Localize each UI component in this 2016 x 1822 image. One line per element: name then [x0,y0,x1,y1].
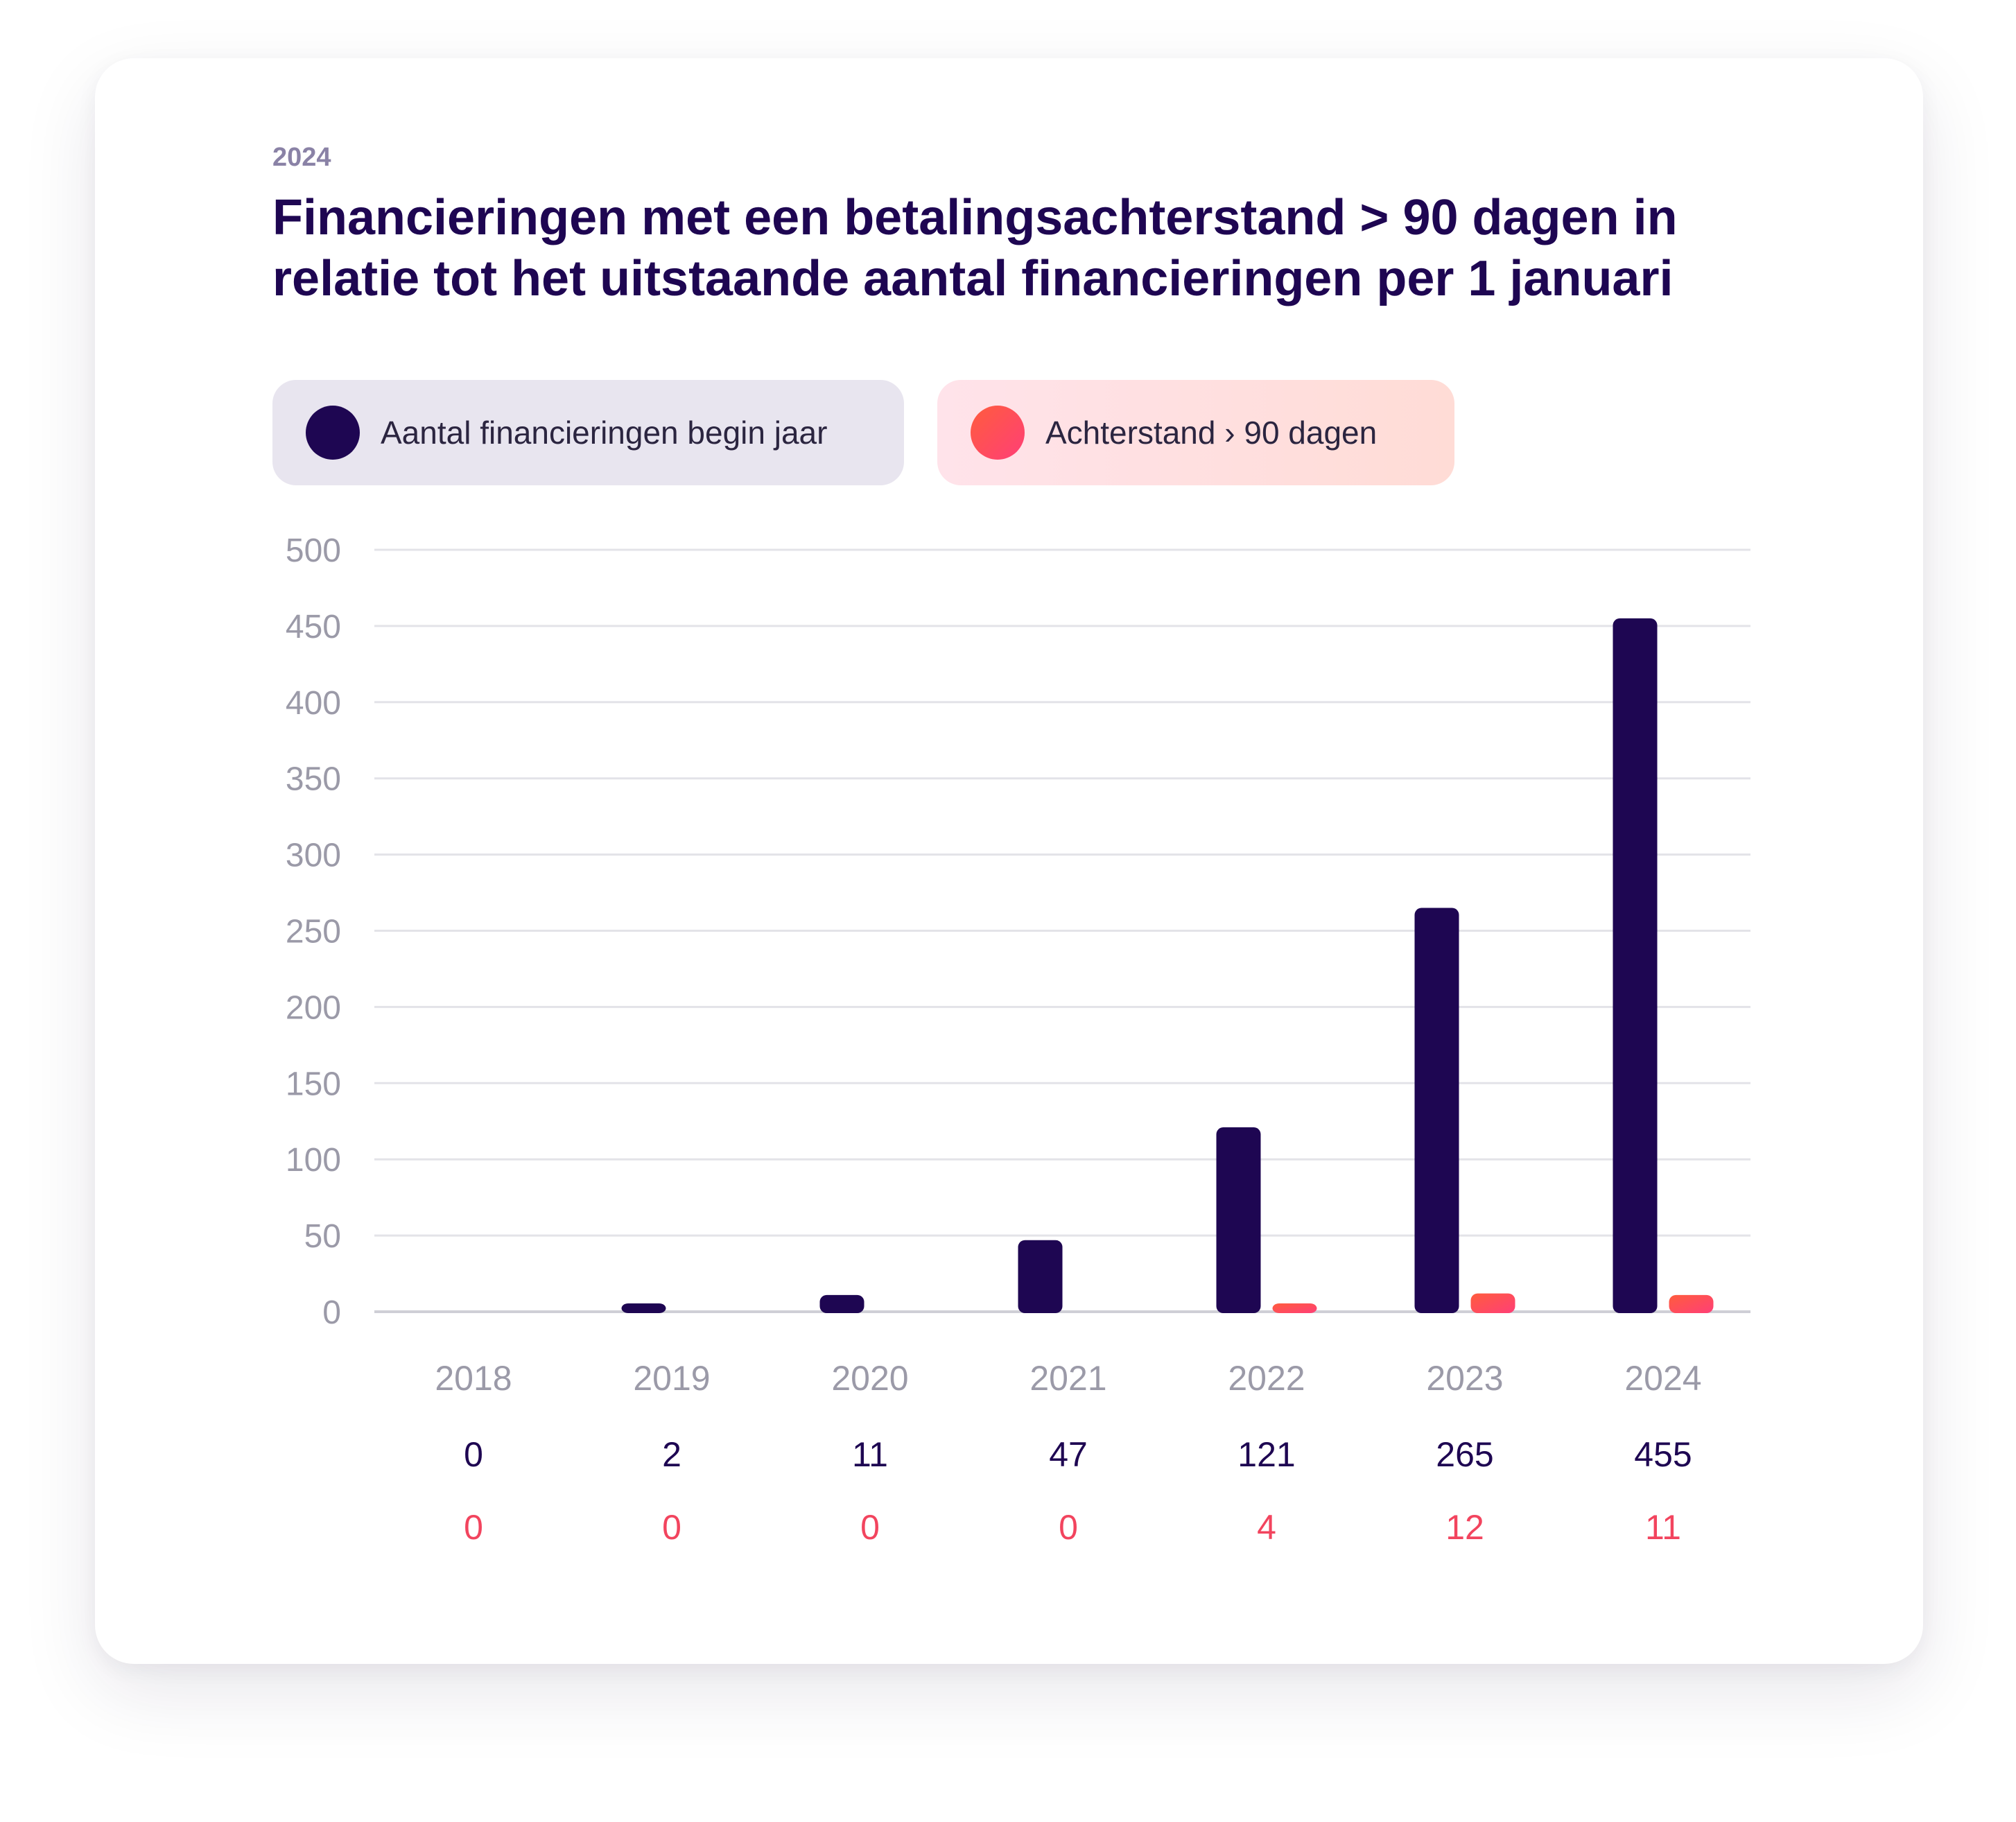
data-label-count: 121 [1237,1435,1295,1474]
bar-arrears-2024 [1669,1294,1714,1313]
bar-arrears-2022 [1272,1303,1317,1313]
data-label-count: 47 [1049,1435,1088,1474]
axis-labels: 0501001502002503003504004505002018002019… [286,532,1702,1547]
y-tick-label: 350 [286,761,341,798]
x-tick-label: 2018 [435,1359,512,1398]
y-tick-label: 200 [286,989,341,1026]
bar-count-2023 [1414,908,1459,1313]
data-label-arrears: 11 [1645,1508,1681,1547]
x-tick-label: 2020 [831,1359,908,1398]
bar-count-2019 [621,1303,666,1313]
chart-title-line-2: relatie tot het uitstaande aantal financ… [272,251,1674,306]
y-tick-label: 400 [286,685,341,722]
legend-item-arrears: Achterstand › 90 dagen [937,380,1454,485]
chart-title: Financieringen met een betalingsachterst… [272,187,1832,309]
data-label-arrears: 12 [1445,1508,1484,1547]
legend-label-arrears: Achterstand › 90 dagen [1045,415,1378,451]
x-tick-label: 2024 [1624,1359,1701,1398]
bar-arrears-2023 [1470,1293,1515,1313]
data-label-count: 455 [1634,1435,1692,1474]
legend-swatch-count [306,406,360,460]
data-label-arrears: 0 [1059,1508,1078,1547]
y-tick-label: 150 [286,1066,341,1102]
x-tick-label: 2021 [1029,1359,1106,1398]
legend-swatch-arrears [971,406,1025,460]
data-label-count: 11 [852,1435,888,1474]
legend-label-count: Aantal financieringen begin jaar [381,415,828,451]
year-label: 2024 [272,143,331,172]
bars [621,618,1714,1313]
y-tick-label: 100 [286,1142,341,1179]
data-label-arrears: 4 [1257,1508,1276,1547]
data-label-count: 2 [662,1435,681,1474]
bar-count-2024 [1613,618,1658,1313]
data-label-count: 265 [1436,1435,1493,1474]
y-tick-label: 500 [286,532,341,569]
x-tick-label: 2019 [633,1359,710,1398]
y-tick-label: 450 [286,609,341,645]
data-label-arrears: 0 [464,1508,483,1547]
data-label-arrears: 0 [662,1508,681,1547]
x-tick-label: 2022 [1228,1359,1305,1398]
data-label-count: 0 [464,1435,483,1474]
x-tick-label: 2023 [1426,1359,1503,1398]
bar-count-2020 [819,1294,864,1313]
chart-title-line-1: Financieringen met een betalingsachterst… [272,190,1678,245]
y-tick-label: 250 [286,914,341,951]
gridlines [374,548,1750,1313]
bar-count-2022 [1216,1127,1261,1313]
legend-item-count: Aantal financieringen begin jaar [272,380,904,485]
data-label-arrears: 0 [860,1508,880,1547]
y-tick-label: 300 [286,838,341,874]
y-tick-label: 50 [304,1218,341,1255]
y-tick-label: 0 [322,1294,341,1331]
bar-count-2021 [1018,1240,1063,1313]
